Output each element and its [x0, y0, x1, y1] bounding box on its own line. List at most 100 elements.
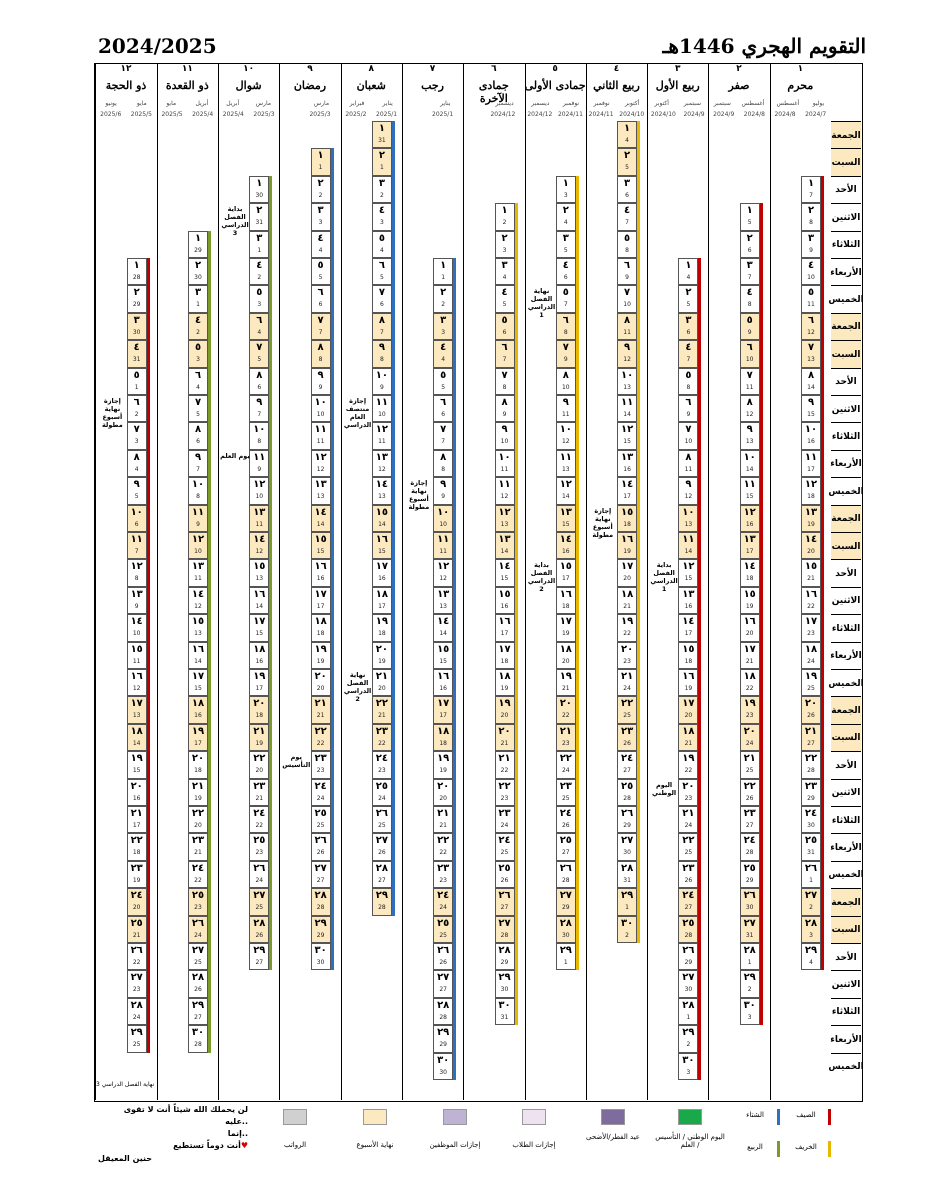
hijri-day: ١٩ [253, 671, 266, 682]
greg-day: 16 [378, 575, 386, 583]
season-bar [821, 395, 824, 423]
month-number: ١ [797, 64, 804, 74]
hijri-day: ١٨ [743, 671, 756, 682]
day-label: الثلاثاء [831, 614, 861, 643]
greg-day: 16 [807, 438, 815, 446]
greg-day: 15 [500, 575, 509, 583]
hijri-day: ٢٧ [682, 972, 695, 984]
season-bar [698, 504, 702, 532]
season-bar [698, 1025, 702, 1053]
day-cell [494, 203, 515, 231]
hijri-day: ١٣ [375, 451, 388, 463]
day-cell [801, 477, 821, 505]
greg-day: 2 [686, 1041, 691, 1049]
greg-day: 27 [561, 849, 570, 857]
season-bar [269, 751, 273, 779]
hijri-day: ١١ [559, 451, 572, 463]
greg-name-2: سبتمبر [713, 100, 731, 107]
greg-day: 10 [807, 274, 815, 281]
season-bar [698, 586, 702, 615]
hijri-day: ١٠ [620, 369, 634, 381]
hijri-day: ١٢ [375, 424, 388, 436]
hijri-day: ١٢ [437, 561, 450, 573]
season-bar [453, 449, 457, 478]
hijri-day: ٨ [194, 424, 202, 436]
greg-day: 30 [194, 274, 202, 281]
season-bar [146, 586, 150, 615]
hijri-day: ١٣ [253, 506, 266, 518]
greg-day: 4 [134, 465, 139, 473]
greg-day: 22 [255, 822, 264, 829]
hijri-day: ٢٧ [743, 917, 756, 929]
greg-day: 12 [255, 548, 264, 555]
greg-day: 17 [561, 575, 570, 583]
day-cell [678, 340, 699, 368]
season-bar [514, 641, 518, 669]
hijri-day: ١١ [620, 397, 634, 408]
season-bar [330, 175, 334, 204]
hijri-day: ٢٦ [130, 945, 143, 956]
greg-day: 28 [623, 794, 631, 802]
greg-day: 18 [500, 657, 509, 665]
hijri-day: ١٩ [743, 698, 756, 710]
hijri-day: ٢٠ [498, 725, 511, 737]
day-cell [678, 477, 699, 505]
hijri-day: ٢٩ [559, 945, 572, 956]
column-divider [401, 63, 403, 1100]
season-bar [575, 723, 579, 752]
greg-day: 6 [318, 301, 323, 309]
day-cell [617, 641, 638, 669]
greg-day: 22 [316, 739, 325, 747]
hijri-day: ٦ [807, 314, 815, 326]
hijri-day: ٨ [562, 369, 569, 381]
hijri-day: ١١ [314, 424, 327, 436]
greg-name-1: أبريل [195, 100, 209, 107]
hijri-day: ١٣ [191, 561, 205, 573]
season-bar [453, 395, 457, 423]
season-bar [821, 696, 824, 724]
hijri-day: ٢٧ [804, 890, 818, 902]
hijri-day: ٨ [501, 397, 508, 408]
legend-staff-swatch [443, 1109, 467, 1125]
season-bar [391, 559, 395, 587]
hijri-day: ١٢ [682, 561, 695, 573]
greg-name-1: مارس [255, 100, 271, 107]
greg-day: 23 [132, 986, 141, 994]
greg-day: 31 [378, 137, 386, 144]
day-label: السبت [831, 148, 861, 177]
greg-day: 31 [255, 219, 264, 227]
hijri-day: ٢٢ [559, 753, 572, 765]
hijri-day: ٢٠ [620, 643, 634, 655]
greg-day: 30 [439, 1068, 447, 1076]
day-cell [801, 203, 821, 231]
day-cell [371, 449, 392, 478]
season-bar [146, 367, 150, 395]
season-bar [637, 669, 641, 697]
greg-day: 13 [745, 438, 754, 446]
day-cell [739, 943, 760, 971]
season-bar [637, 833, 641, 861]
season-bar [391, 449, 395, 478]
greg-day: 8 [134, 575, 139, 583]
greg-day: 17 [807, 465, 815, 473]
season-bar [269, 915, 273, 943]
day-cell [310, 395, 331, 423]
hijri-day: ٢٢ [437, 835, 450, 847]
day-cell [371, 121, 392, 149]
season-bar [759, 943, 763, 971]
greg-day: 9 [809, 246, 813, 254]
greg-day: 13 [561, 465, 570, 473]
greg-day: 17 [500, 630, 509, 638]
greg-day: 26 [378, 849, 386, 857]
hijri-day: ١١ [191, 506, 205, 518]
season-bar [698, 449, 702, 478]
hijri-day: ١٦ [314, 561, 327, 573]
day-cell [433, 806, 454, 834]
hijri-day: ٢٢ [743, 780, 756, 792]
season-bar [146, 860, 150, 889]
event-note: إجازة نهاية أسبوع مطولة [408, 479, 430, 512]
hijri-day: ٣ [562, 232, 569, 244]
day-cell [739, 285, 760, 313]
season-bar [146, 312, 150, 341]
greg-day: 9 [625, 274, 629, 281]
